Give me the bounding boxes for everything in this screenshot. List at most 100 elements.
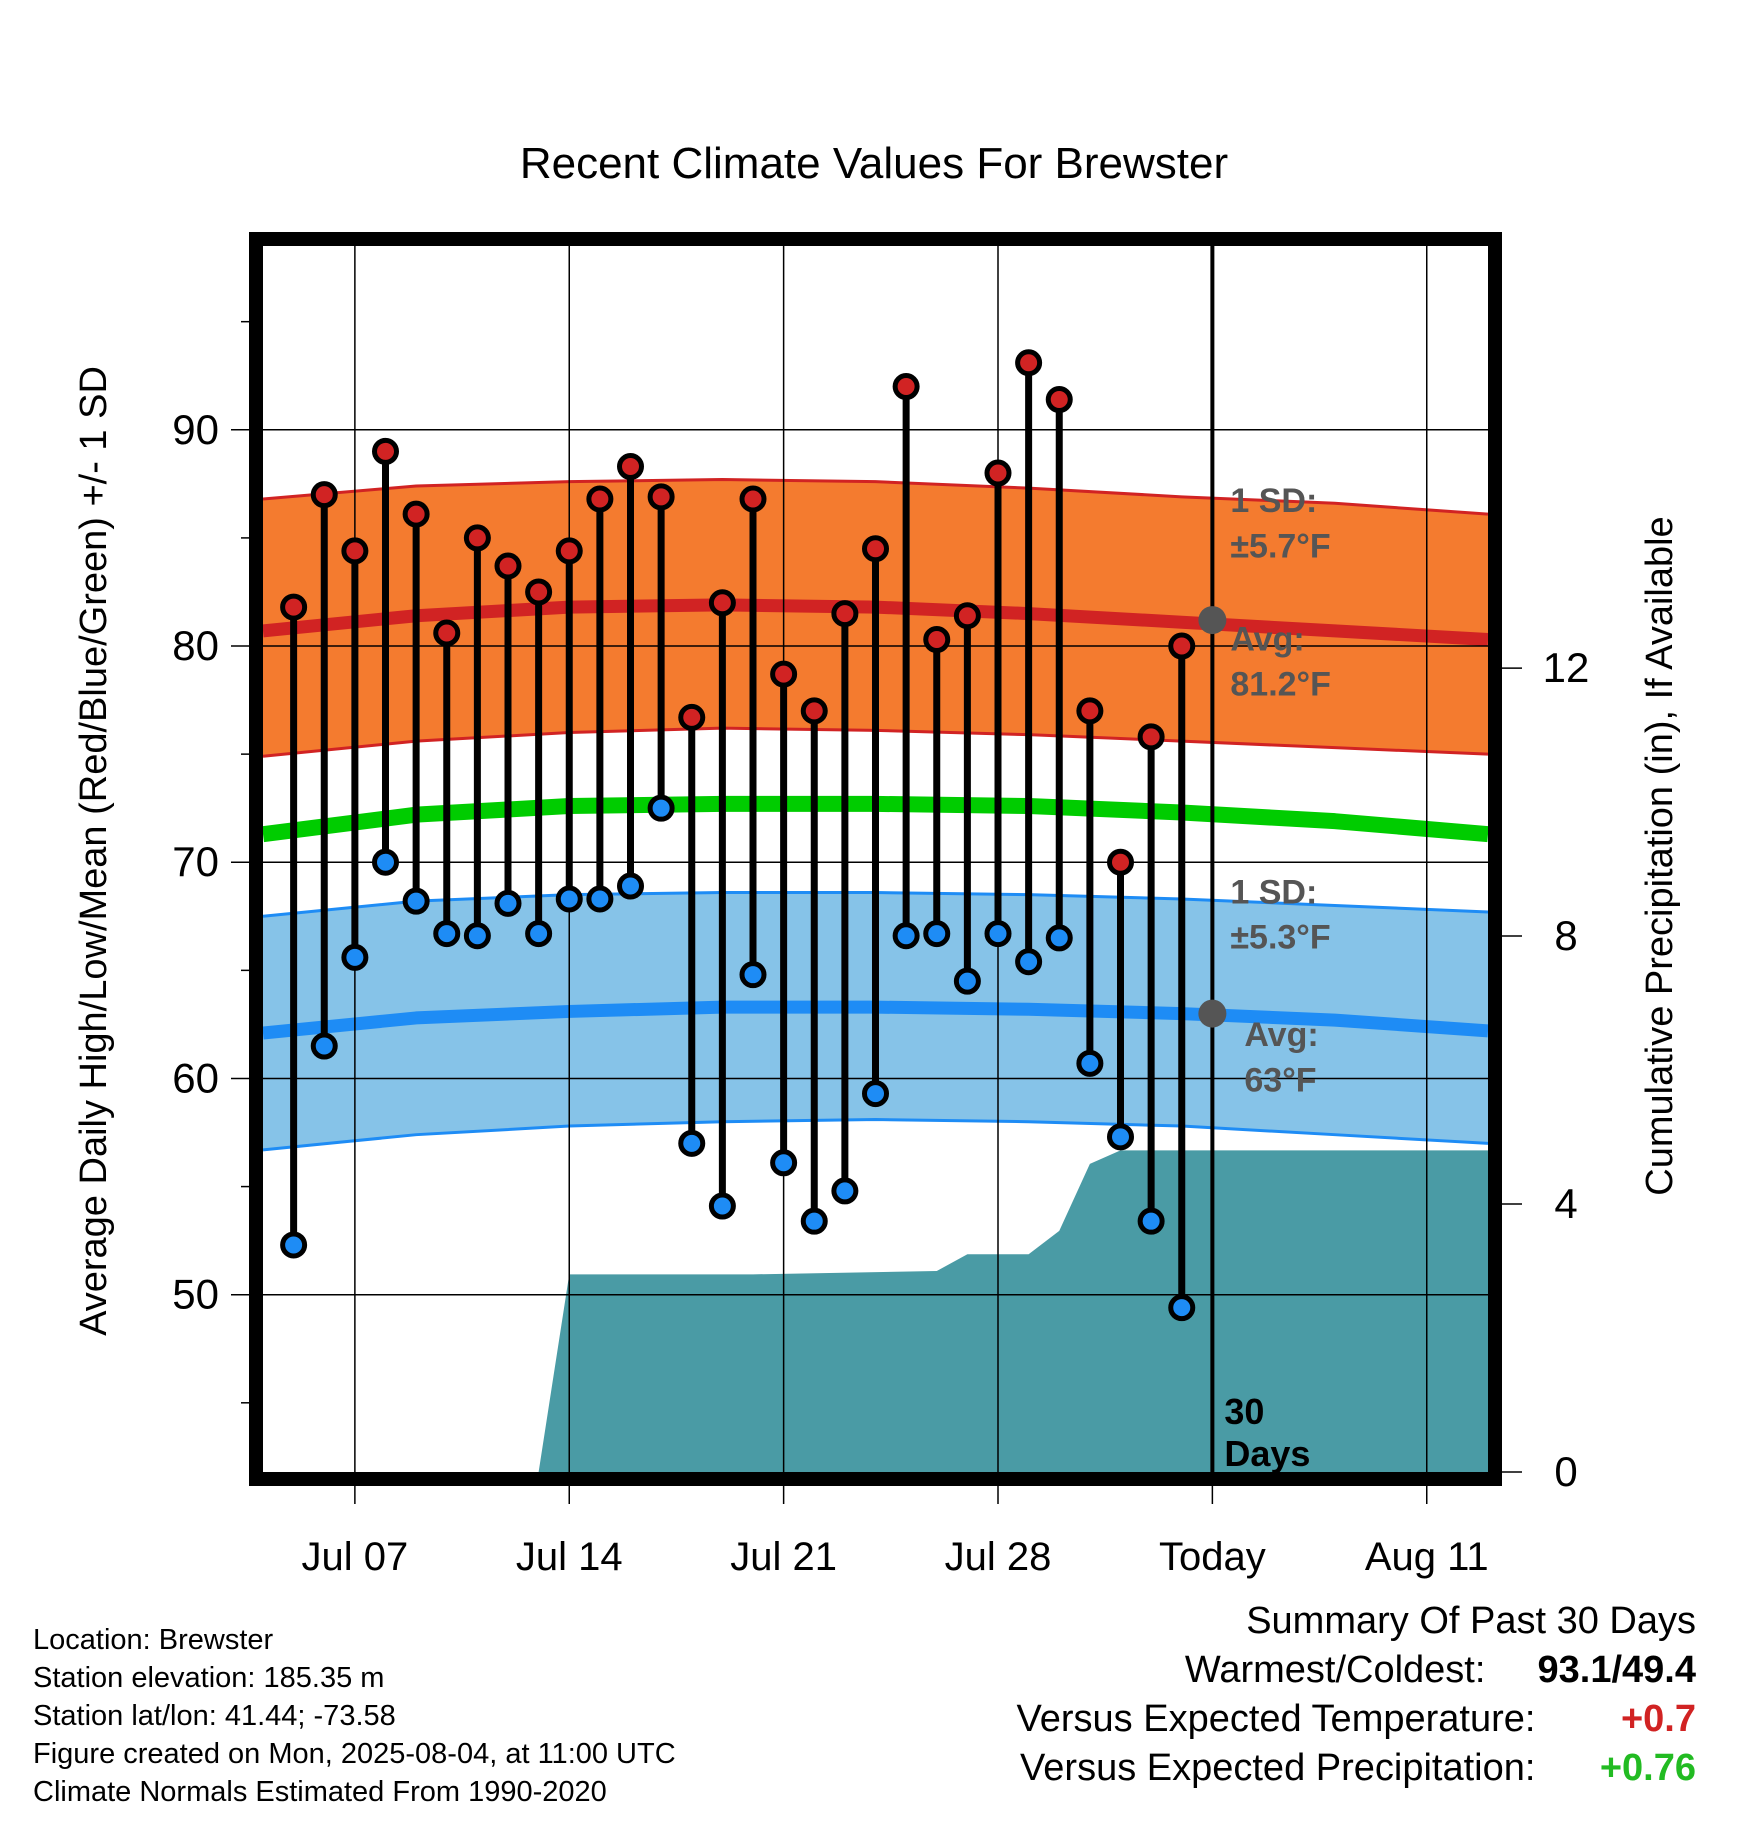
low-sd-value: ±5.3°F bbox=[1230, 919, 1330, 957]
daily-high-point bbox=[1015, 349, 1043, 377]
daily-low-point bbox=[402, 887, 430, 915]
x-axis-title: Day bbox=[840, 1598, 911, 1600]
warmest-label: Warmest/Coldest: bbox=[1184, 1649, 1486, 1691]
daily-low-point bbox=[463, 922, 491, 950]
high-sd-label: 1 SD: bbox=[1230, 482, 1317, 520]
y-right-tick-label: 4 bbox=[1554, 1180, 1577, 1227]
daily-high-point bbox=[1076, 697, 1104, 725]
x-tick-label: Jul 28 bbox=[945, 1535, 1052, 1579]
daily-high-point bbox=[953, 602, 981, 630]
low-avg-label: Avg: bbox=[1244, 1016, 1318, 1054]
summary-panel: Summary Of Past 30 Days Warmest/Coldest:… bbox=[1017, 1600, 1696, 1796]
summary-precip-row: Versus Expected Precipitation: +0.76 bbox=[1017, 1747, 1696, 1796]
daily-high-point bbox=[800, 697, 828, 725]
daily-low-point bbox=[739, 961, 767, 989]
daily-low-point bbox=[953, 967, 981, 995]
y-tick-label: 60 bbox=[172, 1054, 219, 1101]
daily-low-point bbox=[708, 1192, 736, 1220]
daily-low-point bbox=[770, 1149, 798, 1177]
daily-low-point bbox=[341, 943, 369, 971]
daily-high-point bbox=[586, 485, 614, 513]
warmest-value: 93.1/49.4 bbox=[1537, 1649, 1696, 1691]
high-avg-marker bbox=[1198, 606, 1227, 635]
y-tick-label: 90 bbox=[172, 406, 219, 453]
temp-departure-value: +0.7 bbox=[1620, 1698, 1696, 1740]
daily-low-point bbox=[494, 889, 522, 917]
daily-low-point bbox=[923, 920, 951, 948]
precip-departure-value: +0.76 bbox=[1599, 1747, 1696, 1789]
daily-low-point bbox=[525, 920, 553, 948]
daily-high-point bbox=[525, 578, 553, 606]
today-window-label-line1: 30 bbox=[1224, 1391, 1264, 1432]
daily-low-point bbox=[372, 848, 399, 876]
summary-warmest-row: Warmest/Coldest: 93.1/49.4 bbox=[1017, 1649, 1696, 1698]
summary-temp-row: Versus Expected Temperature: +0.7 bbox=[1017, 1698, 1696, 1747]
high-sd-value: ±5.7°F bbox=[1230, 527, 1330, 565]
y-tick-label: 50 bbox=[172, 1271, 219, 1318]
info-latlon: Station lat/lon: 41.44; -73.58 bbox=[33, 1700, 396, 1732]
daily-high-point bbox=[372, 437, 399, 465]
daily-low-point bbox=[984, 920, 1012, 948]
daily-low-point bbox=[555, 885, 583, 913]
daily-high-point bbox=[1107, 848, 1134, 876]
daily-low-point bbox=[433, 920, 461, 948]
daily-high-point bbox=[310, 481, 338, 509]
high-sd-band-upper-edge bbox=[263, 478, 1488, 516]
daily-low-point bbox=[647, 794, 675, 822]
daily-high-point bbox=[862, 535, 889, 563]
daily-low-point bbox=[831, 1177, 859, 1205]
low-avg-marker bbox=[1198, 999, 1227, 1028]
daily-high-point bbox=[892, 373, 920, 401]
x-tick-label: Today bbox=[1159, 1535, 1266, 1579]
y-right-tick-label: 0 bbox=[1554, 1448, 1577, 1495]
info-elevation: Station elevation: 185.35 m bbox=[33, 1662, 385, 1694]
daily-high-point bbox=[341, 537, 369, 565]
precipitation-area bbox=[263, 1150, 1488, 1472]
x-tick-label: Jul 07 bbox=[302, 1535, 409, 1579]
y-tick-label: 70 bbox=[172, 838, 219, 885]
daily-low-point bbox=[586, 885, 614, 913]
daily-high-point bbox=[1168, 632, 1196, 660]
info-created: Figure created on Mon, 2025-08-04, at 11… bbox=[33, 1738, 676, 1770]
x-tick-label: Jul 14 bbox=[516, 1535, 623, 1579]
daily-low-point bbox=[1137, 1207, 1165, 1235]
info-location: Location: Brewster bbox=[33, 1624, 274, 1656]
daily-high-point bbox=[984, 459, 1012, 487]
daily-high-point bbox=[494, 552, 522, 580]
low-avg-value: 63°F bbox=[1244, 1061, 1316, 1099]
temp-label: Versus Expected Temperature: bbox=[1016, 1698, 1536, 1740]
daily-high-point bbox=[463, 524, 491, 552]
daily-low-point bbox=[1076, 1049, 1104, 1077]
daily-low-point bbox=[1168, 1294, 1196, 1322]
summary-title: Summary Of Past 30 Days bbox=[1246, 1600, 1696, 1642]
daily-high-point bbox=[433, 619, 461, 647]
climate-chart: Recent Climate Values For Brewster 1 SD:… bbox=[73, 139, 1681, 1600]
daily-low-point bbox=[1045, 924, 1073, 952]
high-avg-value: 81.2°F bbox=[1230, 666, 1331, 704]
daily-high-point bbox=[1045, 386, 1073, 414]
daily-high-point bbox=[280, 593, 308, 621]
low-sd-band-lower-edge bbox=[263, 1118, 1488, 1152]
daily-high-point bbox=[831, 600, 859, 628]
precip-label: Versus Expected Precipitation: bbox=[1020, 1747, 1536, 1789]
today-window-label-line2: Days bbox=[1224, 1433, 1310, 1474]
daily-low-point bbox=[617, 872, 644, 900]
daily-high-point bbox=[708, 589, 736, 617]
daily-high-point bbox=[678, 703, 706, 731]
daily-low-point bbox=[1107, 1123, 1134, 1151]
daily-high-point bbox=[555, 537, 583, 565]
y-axis-title-right: Cumulative Precipitation (in), If Availa… bbox=[1639, 516, 1681, 1195]
daily-low-point bbox=[310, 1032, 338, 1060]
high-avg-label: Avg: bbox=[1230, 620, 1304, 658]
daily-high-point bbox=[1137, 723, 1165, 751]
daily-high-point bbox=[923, 626, 951, 654]
daily-high-point bbox=[739, 485, 767, 513]
daily-high-point bbox=[402, 500, 430, 528]
x-tick-label: Jul 21 bbox=[730, 1535, 837, 1579]
daily-low-point bbox=[678, 1129, 706, 1157]
plot-frame bbox=[249, 232, 1502, 1486]
y-right-tick-label: 12 bbox=[1543, 644, 1590, 691]
x-tick-label: Aug 11 bbox=[1365, 1535, 1489, 1579]
daily-low-point bbox=[862, 1080, 889, 1108]
daily-low-point bbox=[892, 922, 920, 950]
